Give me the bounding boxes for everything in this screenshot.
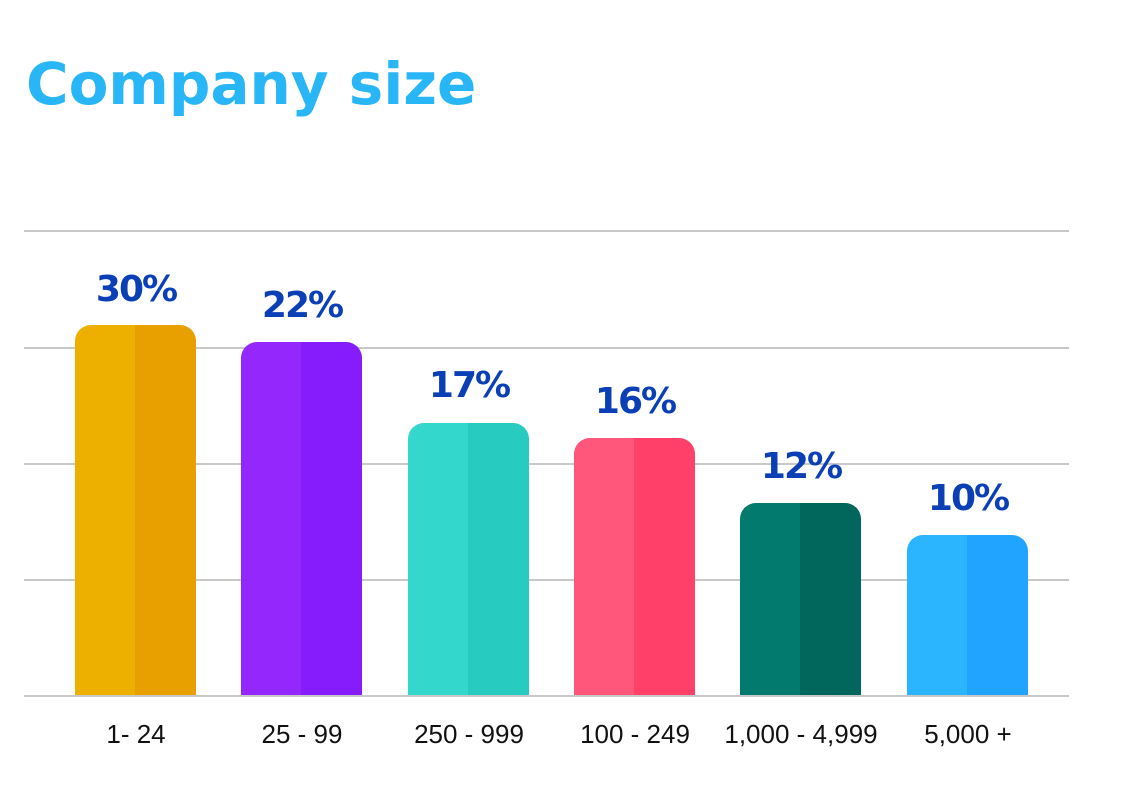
x-axis-baseline [24, 695, 1069, 697]
bar [75, 325, 196, 697]
gridline [24, 347, 1069, 349]
gridline [24, 579, 1069, 581]
gridline [24, 463, 1069, 465]
bar-value-label: 16% [594, 381, 677, 422]
bar [241, 342, 362, 697]
bar-value-label: 17% [428, 365, 511, 406]
bar-segment-light [574, 438, 634, 697]
x-axis-tick-label: 250 - 999 [414, 719, 524, 749]
bar-segment-light [241, 342, 301, 697]
bar-value-label: 10% [927, 478, 1010, 519]
bar-segment-dark [967, 535, 1028, 697]
x-axis-tick-label: 1,000 - 4,999 [724, 719, 878, 749]
bar-segment-dark [301, 342, 362, 697]
gridline [24, 230, 1069, 232]
bar-segment-light [907, 535, 967, 697]
x-axis-tick-label: 100 - 249 [580, 719, 690, 749]
x-axis-tick-label: 1- 24 [106, 719, 166, 749]
bar [740, 503, 861, 697]
bar [574, 438, 695, 697]
bar-segment-light [75, 325, 135, 697]
bar-value-label: 30% [95, 269, 178, 310]
x-axis-tick-label: 25 - 99 [261, 719, 343, 749]
bar-value-label: 22% [261, 285, 344, 326]
x-axis-tick-label: 5,000 + [924, 719, 1012, 749]
bar [907, 535, 1028, 697]
bar-segment-dark [800, 503, 861, 697]
bar-value-label: 12% [760, 446, 843, 487]
chart-title: Company size [26, 50, 477, 118]
bar-segment-dark [634, 438, 695, 697]
bar-segment-light [408, 423, 468, 697]
bar-segment-light [740, 503, 800, 697]
bar-segment-dark [468, 423, 529, 697]
bar-segment-dark [135, 325, 196, 697]
bar [408, 423, 529, 697]
